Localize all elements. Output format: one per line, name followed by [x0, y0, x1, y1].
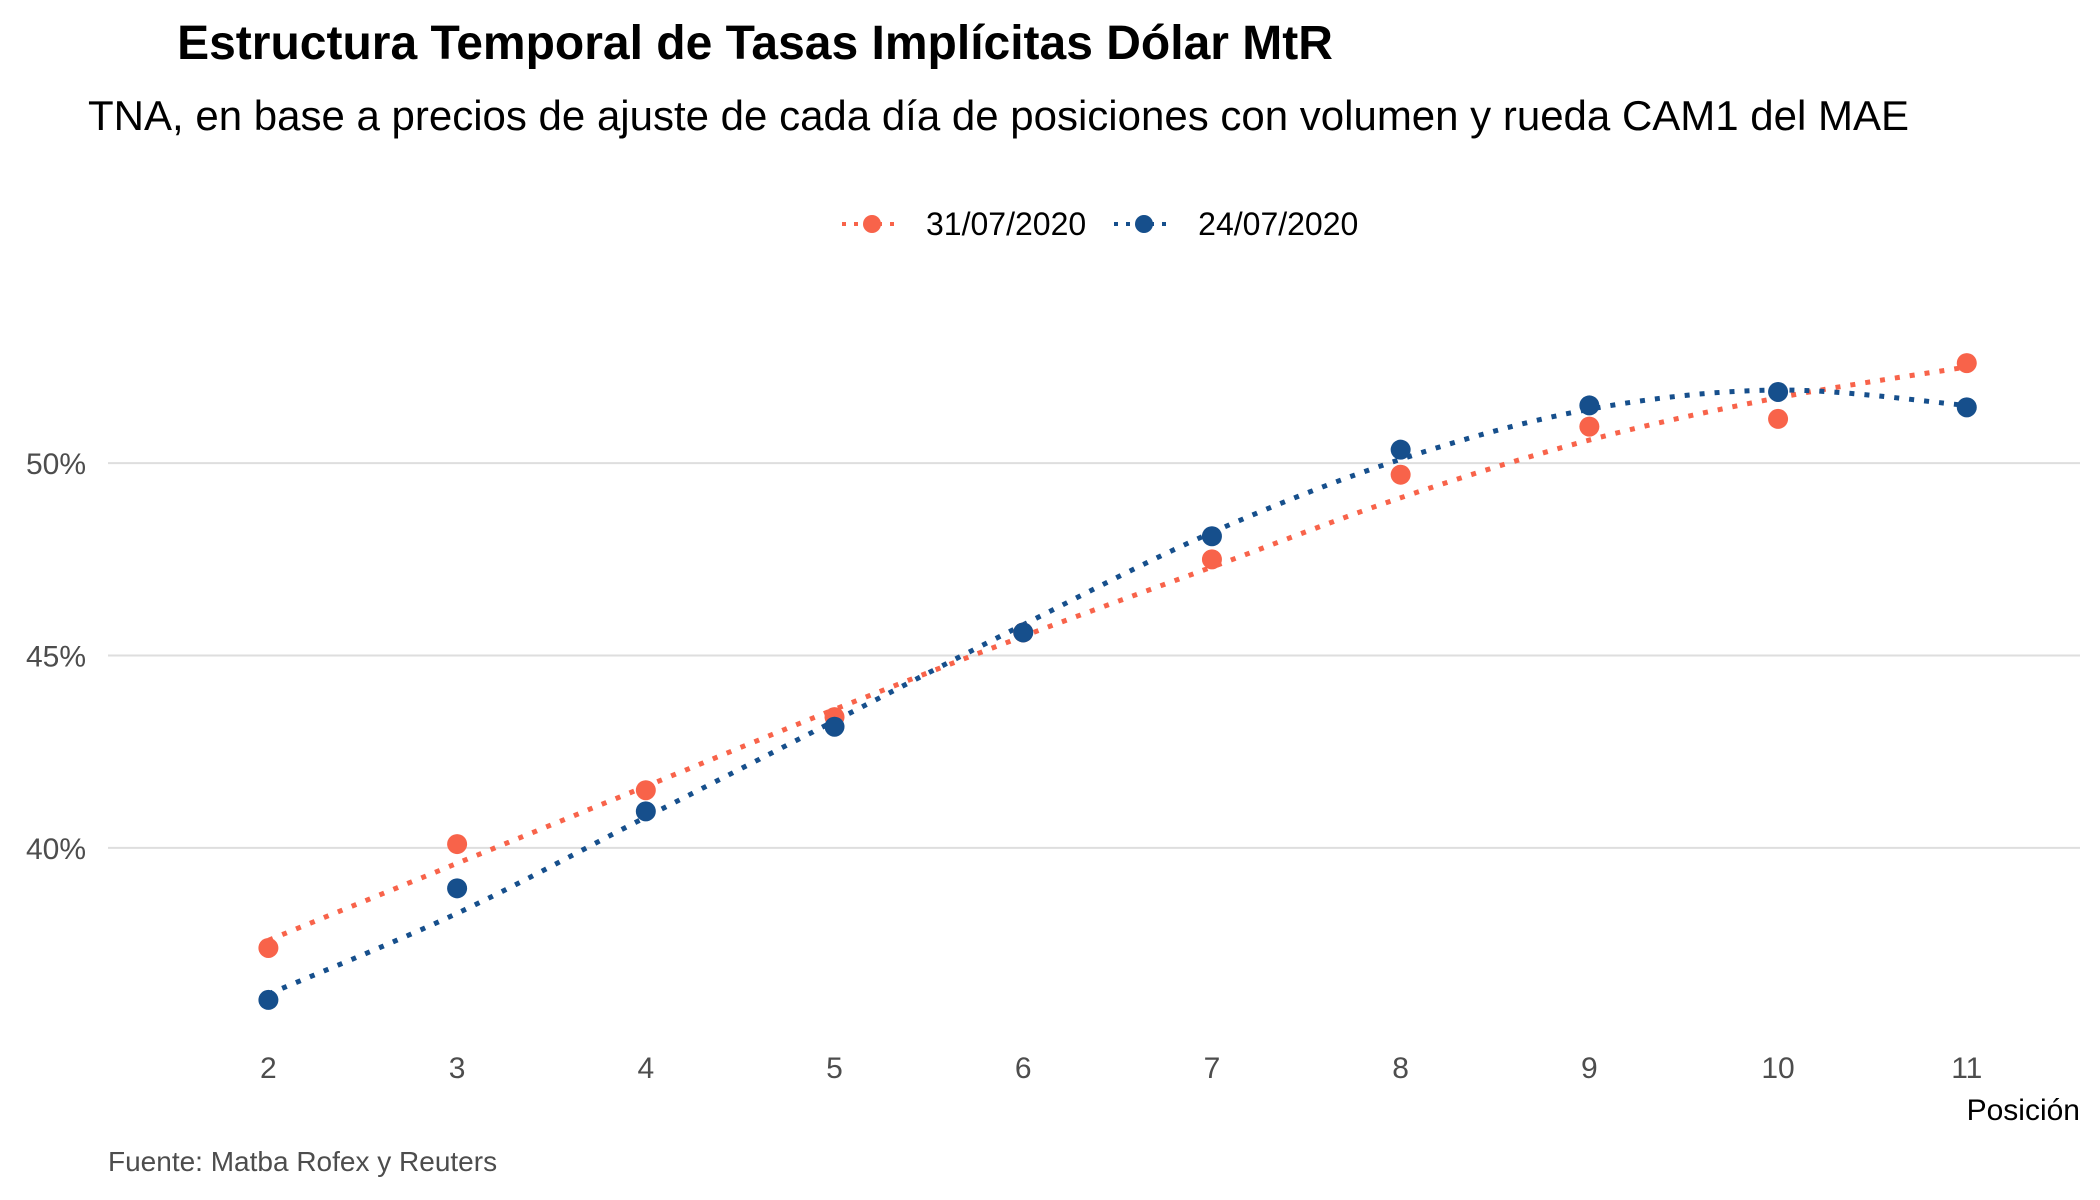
- legend-key-series-2: [1114, 215, 1175, 233]
- x-tick-label: 3: [449, 1052, 466, 1085]
- data-point-series-2: [1956, 397, 1977, 418]
- data-point-series-1: [1579, 416, 1600, 437]
- gridlines: [108, 462, 2080, 849]
- legend-item-series-1: 31/07/2020: [840, 204, 1086, 244]
- x-tick-label: 10: [1761, 1052, 1794, 1085]
- data-point-series-2: [1579, 395, 1600, 416]
- data-point-series-2: [1390, 439, 1411, 460]
- legend-key-series-1: [842, 215, 902, 233]
- trend-line-series-1: [267, 364, 1968, 943]
- legend-key-dot-series-2: [1135, 215, 1154, 233]
- trend-lines: [267, 364, 1968, 997]
- x-tick-label: 6: [1015, 1052, 1032, 1085]
- x-tick-label: 9: [1581, 1052, 1598, 1085]
- legend-item-series-2: 24/07/2020: [1112, 204, 1358, 244]
- data-point-series-2: [1768, 381, 1789, 402]
- data-point-series-2: [447, 878, 468, 899]
- y-tick-label: 45%: [26, 641, 86, 674]
- data-point-series-2: [1201, 526, 1222, 547]
- legend-key-dot-series-1: [863, 215, 881, 233]
- data-point-series-2: [258, 989, 279, 1010]
- x-tick-label: 2: [260, 1052, 277, 1085]
- data-points: [258, 353, 1977, 1010]
- chart-title: Estructura Temporal de Tasas Implícitas …: [177, 17, 1333, 70]
- x-tick-label: 4: [637, 1052, 654, 1085]
- y-tick-label: 50%: [26, 448, 86, 481]
- axis-labels: 40% 45% 50% 2 3 4 5 6 7 8 9 10 11 Posición: [26, 448, 2080, 1127]
- data-point-series-1: [1201, 549, 1222, 570]
- data-point-series-1: [1768, 408, 1789, 429]
- x-tick-label: 8: [1392, 1052, 1409, 1085]
- data-point-series-1: [447, 834, 468, 855]
- x-tick-label: 5: [826, 1052, 843, 1085]
- data-point-series-1: [635, 780, 656, 801]
- legend: 31/07/2020 24/07/2020: [840, 200, 1384, 248]
- x-axis-title: Posición: [1967, 1094, 2080, 1127]
- y-tick-label: 40%: [26, 833, 86, 866]
- legend-label-series-2: 24/07/2020: [1198, 205, 1359, 242]
- data-point-series-2: [1013, 622, 1034, 643]
- legend-label-series-1: 31/07/2020: [926, 205, 1087, 242]
- trend-line-series-2: [267, 387, 1967, 997]
- data-point-series-2: [635, 801, 656, 822]
- data-point-series-1: [258, 937, 279, 958]
- x-tick-label: 7: [1204, 1052, 1221, 1085]
- data-point-series-2: [824, 716, 845, 737]
- data-point-series-1: [1390, 464, 1411, 485]
- source-note: Fuente: Matba Rofex y Reuters: [108, 1146, 498, 1177]
- data-point-series-1: [1956, 353, 1977, 374]
- x-tick-label: 11: [1951, 1052, 1982, 1085]
- chart-subtitle: TNA, en base a precios de ajuste de cada…: [88, 92, 1910, 139]
